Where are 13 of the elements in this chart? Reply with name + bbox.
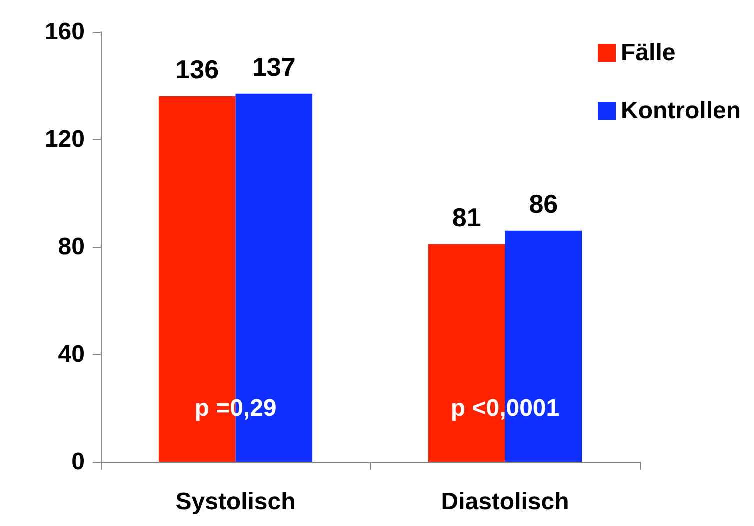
legend-label: Kontrollen — [621, 98, 742, 124]
x-tick-label: Diastolisch — [441, 488, 570, 516]
y-tick-label: 120 — [44, 126, 85, 153]
data-label: 86 — [529, 188, 558, 219]
data-label: 137 — [252, 52, 296, 82]
data-label: 81 — [452, 202, 482, 232]
y-tick-label: 80 — [58, 234, 85, 260]
y-tick-label: 40 — [58, 341, 85, 368]
data-label: 136 — [176, 54, 220, 84]
x-tick-label: Systolisch — [176, 488, 296, 516]
legend-label: Fälle — [621, 40, 676, 66]
y-tick-label: 160 — [44, 18, 85, 46]
y-tick-label: 0 — [72, 448, 85, 476]
